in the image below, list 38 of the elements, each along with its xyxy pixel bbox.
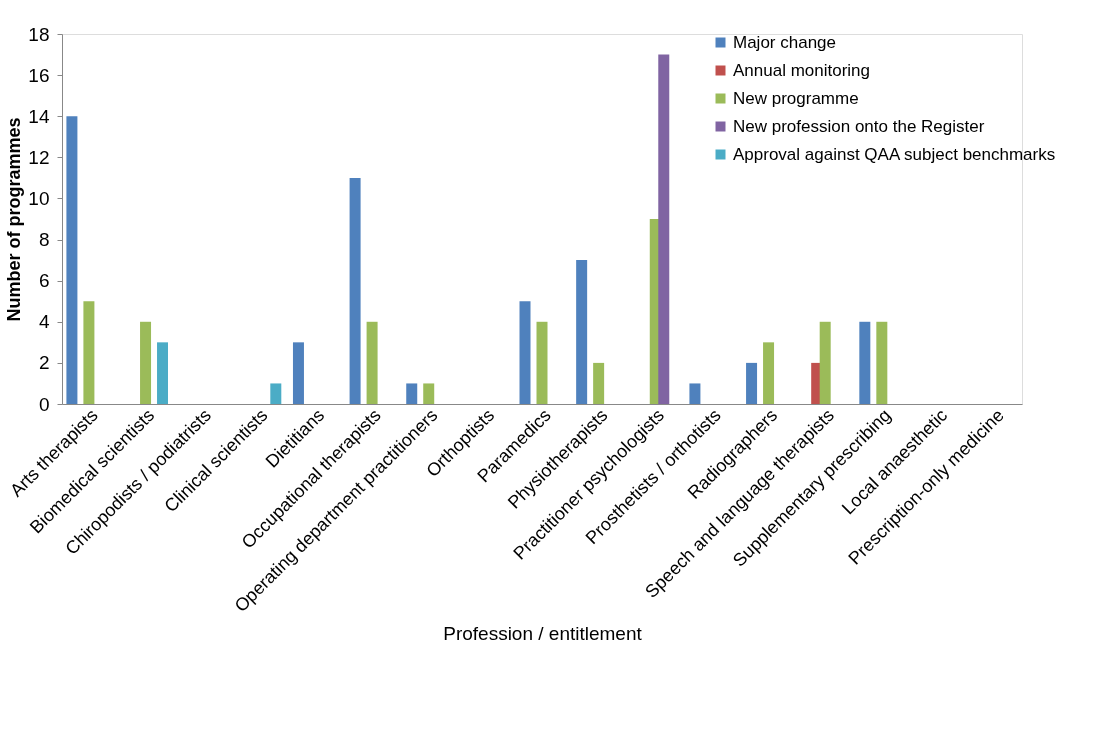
bar — [406, 383, 418, 404]
x-axis-title: Profession / entitlement — [443, 622, 643, 644]
y-tick-label: 6 — [38, 270, 50, 292]
y-tick-label: 2 — [38, 352, 50, 374]
bar — [576, 260, 588, 404]
bar — [366, 321, 378, 404]
y-tick-label: 18 — [28, 23, 50, 45]
legend-label: Approval against QAA subject benchmarks — [733, 144, 1056, 164]
y-tick-label: 10 — [28, 187, 50, 209]
bar — [536, 321, 548, 404]
bar — [658, 54, 670, 404]
bar — [859, 321, 871, 404]
bar — [157, 342, 169, 404]
bar — [876, 321, 888, 404]
y-tick-label: 14 — [28, 105, 50, 127]
bar — [270, 383, 282, 404]
bar — [140, 321, 152, 404]
legend-label: New programme — [733, 88, 859, 108]
bar — [349, 177, 361, 404]
bar — [66, 116, 78, 404]
y-tick-label: 16 — [28, 64, 50, 86]
y-tick-label: 8 — [38, 229, 50, 251]
bar — [519, 301, 531, 404]
bar — [819, 321, 831, 404]
legend-label: New profession onto the Register — [733, 116, 985, 136]
bar — [292, 342, 304, 404]
bar — [763, 342, 775, 404]
y-tick-label: 12 — [28, 146, 50, 168]
bar — [746, 362, 758, 404]
bar — [593, 362, 605, 404]
legend-label: Annual monitoring — [733, 60, 871, 80]
legend-label: Major change — [733, 32, 837, 52]
bar — [83, 301, 95, 404]
bar — [689, 383, 701, 404]
y-tick-label: 4 — [38, 311, 50, 333]
y-tick-label: 0 — [38, 393, 50, 415]
bar — [423, 383, 435, 404]
y-axis-title: Number of programmes — [4, 117, 25, 322]
